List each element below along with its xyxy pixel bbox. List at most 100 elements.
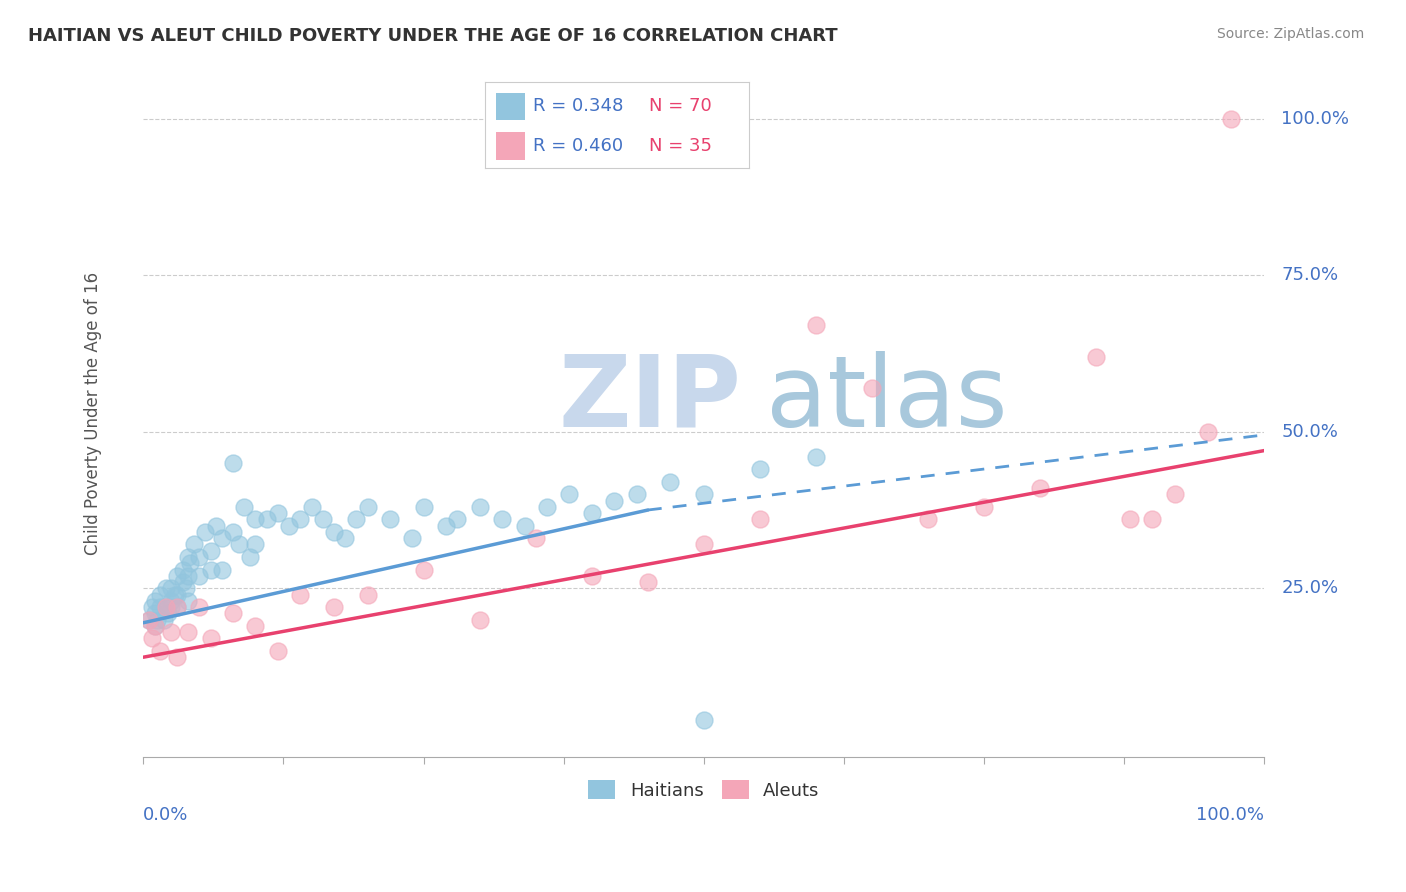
Point xyxy=(301,500,323,514)
Point xyxy=(749,462,772,476)
Point xyxy=(446,512,468,526)
Point xyxy=(267,506,290,520)
Point xyxy=(524,531,547,545)
Point xyxy=(468,500,491,514)
Point xyxy=(172,575,194,590)
Point xyxy=(200,543,222,558)
Text: atlas: atlas xyxy=(766,351,1007,448)
Point xyxy=(222,607,245,621)
Point xyxy=(149,644,172,658)
Point xyxy=(194,524,217,539)
Text: ZIP: ZIP xyxy=(558,351,741,448)
Text: Child Poverty Under the Age of 16: Child Poverty Under the Age of 16 xyxy=(84,271,101,555)
Point xyxy=(333,531,356,545)
Point xyxy=(558,487,581,501)
Point xyxy=(1164,487,1187,501)
Text: 50.0%: 50.0% xyxy=(1281,423,1339,441)
Point xyxy=(166,650,188,665)
Point xyxy=(141,632,163,646)
Point xyxy=(149,588,172,602)
Point xyxy=(160,600,183,615)
Point xyxy=(166,600,188,615)
Point xyxy=(141,600,163,615)
Text: 100.0%: 100.0% xyxy=(1281,110,1350,128)
Point xyxy=(166,569,188,583)
Point xyxy=(290,588,312,602)
Point xyxy=(860,381,883,395)
Point xyxy=(138,613,160,627)
Point xyxy=(188,569,211,583)
Point xyxy=(233,500,256,514)
Point xyxy=(637,575,659,590)
Point xyxy=(179,556,201,570)
Point xyxy=(693,537,716,551)
Legend: Haitians, Aleuts: Haitians, Aleuts xyxy=(581,773,827,807)
Point xyxy=(155,582,177,596)
Point xyxy=(239,549,262,564)
Point xyxy=(222,524,245,539)
Point xyxy=(163,588,186,602)
Text: HAITIAN VS ALEUT CHILD POVERTY UNDER THE AGE OF 16 CORRELATION CHART: HAITIAN VS ALEUT CHILD POVERTY UNDER THE… xyxy=(28,27,838,45)
Point xyxy=(155,600,177,615)
Point xyxy=(344,512,367,526)
Point xyxy=(166,588,188,602)
Point xyxy=(143,619,166,633)
Point xyxy=(156,607,179,621)
Point xyxy=(177,569,200,583)
Point xyxy=(973,500,995,514)
Point xyxy=(143,619,166,633)
Point xyxy=(312,512,335,526)
Point xyxy=(804,450,827,464)
Point xyxy=(412,562,434,576)
Point xyxy=(434,518,457,533)
Point xyxy=(1029,481,1052,495)
Point xyxy=(211,562,233,576)
Text: 0.0%: 0.0% xyxy=(143,805,188,823)
Point xyxy=(1219,112,1241,126)
Point xyxy=(228,537,250,551)
Point xyxy=(245,619,267,633)
Point xyxy=(177,594,200,608)
Point xyxy=(1119,512,1142,526)
Point xyxy=(378,512,401,526)
Point xyxy=(1197,425,1219,439)
Point xyxy=(200,632,222,646)
Text: 75.0%: 75.0% xyxy=(1281,266,1339,285)
Point xyxy=(356,588,378,602)
Point xyxy=(143,594,166,608)
Point xyxy=(211,531,233,545)
Point xyxy=(152,613,174,627)
Point xyxy=(160,582,183,596)
Point xyxy=(188,600,211,615)
Point xyxy=(188,549,211,564)
Point xyxy=(222,456,245,470)
Point xyxy=(177,549,200,564)
Point xyxy=(659,475,682,489)
Point xyxy=(245,512,267,526)
Point xyxy=(146,613,169,627)
Point xyxy=(177,625,200,640)
Point xyxy=(536,500,558,514)
Point xyxy=(581,569,603,583)
Point xyxy=(491,512,513,526)
Point xyxy=(138,613,160,627)
Point xyxy=(323,524,346,539)
Text: 25.0%: 25.0% xyxy=(1281,579,1339,598)
Point xyxy=(1142,512,1164,526)
Point xyxy=(581,506,603,520)
Point xyxy=(626,487,648,501)
Point xyxy=(160,594,183,608)
Point xyxy=(693,487,716,501)
Point xyxy=(1085,350,1108,364)
Point xyxy=(149,600,172,615)
Point xyxy=(200,562,222,576)
Point xyxy=(290,512,312,526)
Point xyxy=(468,613,491,627)
Point xyxy=(693,713,716,727)
Text: 100.0%: 100.0% xyxy=(1197,805,1264,823)
Point xyxy=(267,644,290,658)
Point xyxy=(603,493,626,508)
Point xyxy=(513,518,536,533)
Point xyxy=(323,600,346,615)
Point xyxy=(749,512,772,526)
